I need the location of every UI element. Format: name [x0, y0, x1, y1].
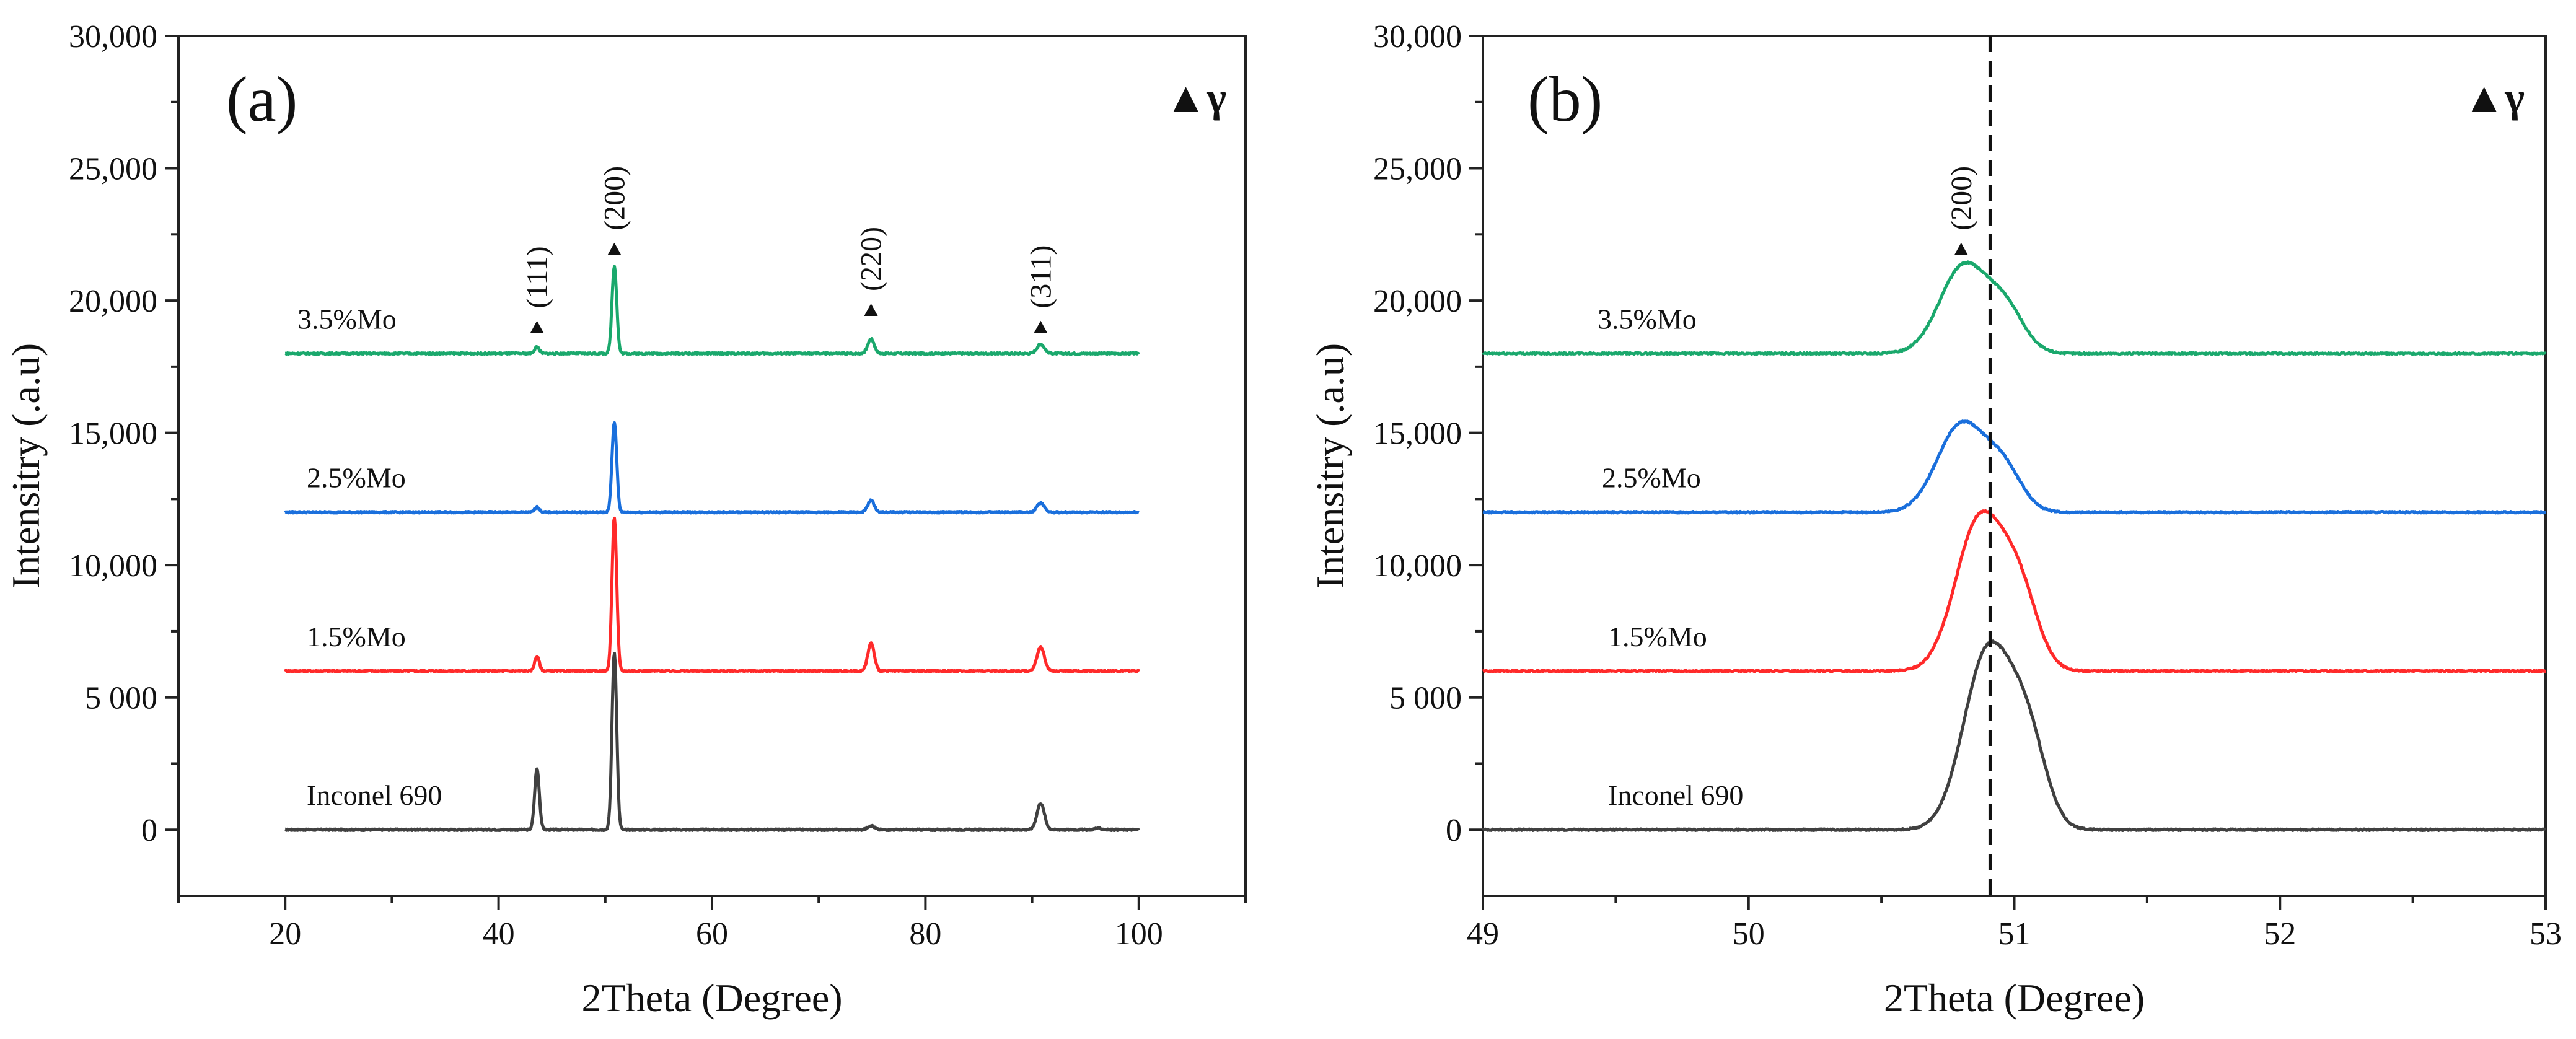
- series-label: 1.5%Mo: [1608, 621, 1707, 652]
- x-axis-label: 2Theta (Degree): [1884, 976, 2145, 1020]
- x-tick-label: 51: [1998, 916, 2031, 952]
- y-tick-label: 5 000: [85, 681, 157, 716]
- panel-b: 0 5 000 10,000 15,000 20,000 25,000 30,000 49 50…: [1308, 19, 2562, 1020]
- panel-letter: (b): [1528, 64, 1602, 135]
- series-line: [284, 265, 1140, 356]
- series-label: Inconel 690: [307, 779, 442, 811]
- series-line: [1482, 419, 2547, 515]
- series-label: Inconel 690: [1608, 779, 1743, 811]
- y-tick-label: 20,000: [69, 284, 157, 319]
- y-tick-label: 10,000: [69, 548, 157, 584]
- series-line: [284, 652, 1140, 832]
- series-label: 2.5%Mo: [1602, 462, 1701, 494]
- y-tick-label: 30,000: [1373, 19, 1462, 55]
- peak-marker-icon: [530, 320, 544, 333]
- peak-marker-icon: [1954, 242, 1968, 255]
- y-tick-label: 10,000: [1373, 548, 1462, 584]
- y-axis-label: Intensitry (.a.u): [1308, 343, 1352, 589]
- series-label: 2.5%Mo: [307, 462, 406, 494]
- x-tick-label: 49: [1467, 916, 1499, 952]
- y-axis-label: Intensitry (.a.u): [4, 343, 48, 589]
- x-tick-label: 53: [2530, 916, 2562, 952]
- peak-index-label: (220): [855, 227, 888, 291]
- peak-marker-icon: [607, 242, 622, 255]
- x-tick-label: 20: [269, 916, 301, 952]
- x-tick-label: 60: [696, 916, 728, 952]
- peak-marker-icon: [864, 304, 878, 317]
- series-line: [1482, 260, 2547, 356]
- series-label: 3.5%Mo: [1598, 303, 1697, 335]
- y-tick-label: 0: [1446, 813, 1462, 848]
- series-line: [284, 421, 1140, 515]
- phase-legend: ▲γ: [1165, 74, 1226, 121]
- y-tick-label: 25,000: [69, 152, 157, 187]
- series-label: 1.5%Mo: [307, 621, 406, 652]
- x-axis-label: 2Theta (Degree): [581, 976, 842, 1020]
- y-tick-label: 15,000: [69, 416, 157, 452]
- peak-index-label: (311): [1024, 245, 1057, 309]
- peak-index-label: (200): [1945, 166, 1978, 230]
- panel-letter: (a): [226, 64, 297, 135]
- x-tick-label: 50: [1733, 916, 1765, 952]
- series-line: [1482, 639, 2547, 832]
- y-tick-label: 25,000: [1373, 152, 1462, 187]
- y-tick-label: 5 000: [1389, 681, 1462, 716]
- x-tick-label: 52: [2264, 916, 2296, 952]
- y-tick-label: 30,000: [69, 19, 157, 55]
- series-line: [1482, 509, 2547, 673]
- x-tick-label: 40: [483, 916, 515, 952]
- peak-marker-icon: [1034, 320, 1048, 333]
- series-label: 3.5%Mo: [297, 303, 397, 335]
- y-tick-label: 15,000: [1373, 416, 1462, 452]
- x-tick-label: 100: [1115, 916, 1163, 952]
- series-line: [284, 516, 1141, 673]
- x-tick-label: 80: [909, 916, 941, 952]
- phase-legend: ▲γ: [2463, 74, 2525, 121]
- y-tick-label: 20,000: [1373, 284, 1462, 319]
- y-tick-label: 0: [141, 813, 157, 848]
- peak-index-label: (111): [521, 246, 554, 308]
- panel-a: 0 5 000 10,000 15,000 20,000 25,000 30,000 20 40…: [4, 19, 1247, 1020]
- peak-index-label: (200): [598, 166, 631, 230]
